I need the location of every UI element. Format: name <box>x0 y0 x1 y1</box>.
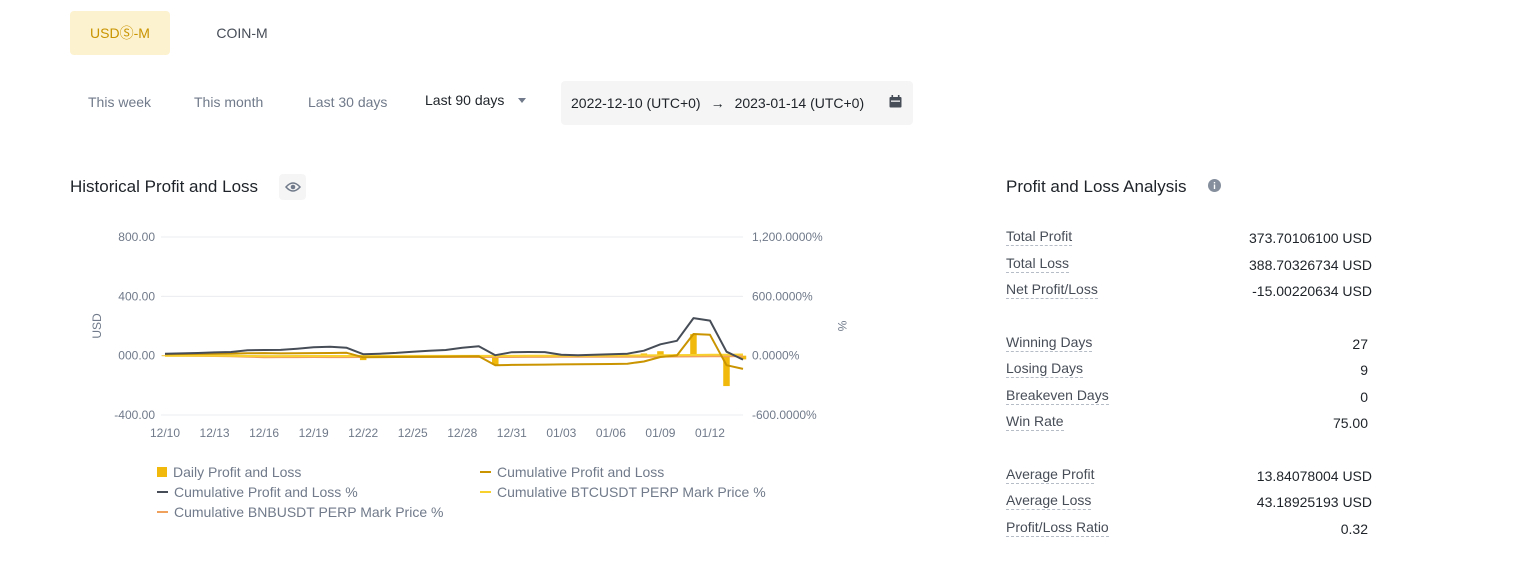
x-tick-label: 12/13 <box>200 426 230 440</box>
legend-label: Daily Profit and Loss <box>173 464 302 480</box>
stat-value-win-rate: 75.00 <box>1332 415 1368 431</box>
y2-tick-label: 1,200.0000% <box>752 230 823 244</box>
y2-tick-label: 0.0000% <box>752 349 800 363</box>
info-icon[interactable] <box>1208 179 1221 192</box>
range-last-90-days-dropdown[interactable]: Last 90 days <box>425 92 527 108</box>
x-tick-label: 01/03 <box>546 426 576 440</box>
date-range-end: 2023-01-14 (UTC+0) <box>734 95 865 111</box>
range-last-30-days-button[interactable]: Last 30 days <box>308 94 388 110</box>
stat-label-losing-days: Losing Days <box>1006 360 1084 378</box>
stat-label-pnl-ratio: Profit/Loss Ratio <box>1006 519 1109 537</box>
cumulative-pnl-pct-line <box>164 317 744 361</box>
y-tick-label: 400.00 <box>118 289 155 303</box>
y-tick-label: 800.00 <box>118 230 155 244</box>
stat-value-net-pnl: -15.00220634 USD <box>1252 283 1372 299</box>
stat-label-total-loss: Total Loss <box>1006 255 1070 273</box>
stat-value-winning-days: 27 <box>1352 336 1368 352</box>
stat-label-average-profit: Average Profit <box>1006 466 1095 484</box>
x-tick-label: 01/12 <box>695 426 725 440</box>
stat-label-net-pnl: Net Profit/Loss <box>1006 281 1098 299</box>
stat-label-average-loss: Average Loss <box>1006 492 1092 510</box>
legend-cumulative-pnl-pct[interactable]: Cumulative Profit and Loss % <box>157 484 358 500</box>
stat-value-breakeven-days: 0 <box>1360 389 1368 405</box>
y-tick-label: 000.00 <box>118 349 155 363</box>
legend-swatch <box>157 467 167 477</box>
daily-pnl-bar <box>492 355 499 365</box>
daily-pnl-bar <box>690 334 697 356</box>
range-this-week-button[interactable]: This week <box>88 94 152 110</box>
x-tick-label: 12/31 <box>497 426 527 440</box>
stat-value-pnl-ratio: 0.32 <box>1340 521 1368 537</box>
x-tick-label: 12/28 <box>447 426 477 440</box>
stat-label-breakeven-days: Breakeven Days <box>1006 387 1109 405</box>
legend-label: Cumulative BNBUSDT PERP Mark Price % <box>174 504 444 520</box>
stat-value-average-loss: 43.18925193 USD <box>1256 494 1372 510</box>
x-tick-label: 01/06 <box>596 426 626 440</box>
legend-label: Cumulative BTCUSDT PERP Mark Price % <box>497 484 766 500</box>
legend-cumulative-pnl[interactable]: Cumulative Profit and Loss <box>480 464 664 480</box>
y-axis-title: USD <box>90 313 104 339</box>
stat-value-total-profit: 373.70106100 USD <box>1249 230 1372 246</box>
stat-label-win-rate: Win Rate <box>1006 413 1064 431</box>
legend-bnb-mark-price-pct[interactable]: Cumulative BNBUSDT PERP Mark Price % <box>157 504 443 520</box>
date-range-picker[interactable]: 2022-12-10 (UTC+0) → 2023-01-14 (UTC+0) <box>561 81 913 125</box>
range-last-90-days-label: Last 90 days <box>425 92 505 108</box>
daily-pnl-bar <box>723 355 730 387</box>
stat-value-losing-days: 9 <box>1360 362 1368 378</box>
x-tick-label: 12/16 <box>249 426 279 440</box>
legend-swatch <box>157 511 168 513</box>
tab-coin-m[interactable]: COIN-M <box>216 25 268 41</box>
historical-pnl-title: Historical Profit and Loss <box>70 177 259 196</box>
y2-tick-label: -600.0000% <box>752 408 817 422</box>
stat-label-winning-days: Winning Days <box>1006 334 1093 352</box>
range-this-month-button[interactable]: This month <box>194 94 264 110</box>
x-tick-label: 12/10 <box>150 426 180 440</box>
date-range-start: 2022-12-10 (UTC+0) <box>571 95 701 111</box>
legend-label: Cumulative Profit and Loss <box>497 464 665 480</box>
eye-toggle-button[interactable] <box>279 174 306 200</box>
stat-value-total-loss: 388.70326734 USD <box>1249 257 1372 273</box>
eye-icon <box>284 182 301 192</box>
arrow-right-icon: → <box>710 95 725 111</box>
cumulative-pnl-line <box>164 333 744 370</box>
x-tick-label: 12/25 <box>398 426 428 440</box>
x-tick-label: 01/09 <box>645 426 675 440</box>
legend-swatch <box>157 491 168 493</box>
legend-btc-mark-price-pct[interactable]: Cumulative BTCUSDT PERP Mark Price % <box>480 484 766 500</box>
legend-swatch <box>480 491 491 493</box>
x-tick-label: 12/22 <box>348 426 378 440</box>
x-tick-label: 12/19 <box>299 426 329 440</box>
y-tick-label: -400.00 <box>114 408 155 422</box>
legend-swatch <box>480 471 491 473</box>
daily-pnl-bar <box>657 351 664 356</box>
tab-usds-m[interactable]: USDⓈ-M <box>70 11 170 55</box>
stat-label-total-profit: Total Profit <box>1006 228 1073 246</box>
caret-down-icon <box>518 97 527 103</box>
y2-axis-title: % <box>835 321 849 332</box>
calendar-icon <box>889 95 902 108</box>
stat-value-average-profit: 13.84078004 USD <box>1256 468 1372 484</box>
daily-pnl-bar <box>739 355 747 360</box>
y2-tick-label: 600.0000% <box>752 289 813 303</box>
legend-label: Cumulative Profit and Loss % <box>174 484 358 500</box>
pnl-analysis-title: Profit and Loss Analysis <box>1006 177 1187 196</box>
legend-daily-pnl[interactable]: Daily Profit and Loss <box>157 464 301 480</box>
